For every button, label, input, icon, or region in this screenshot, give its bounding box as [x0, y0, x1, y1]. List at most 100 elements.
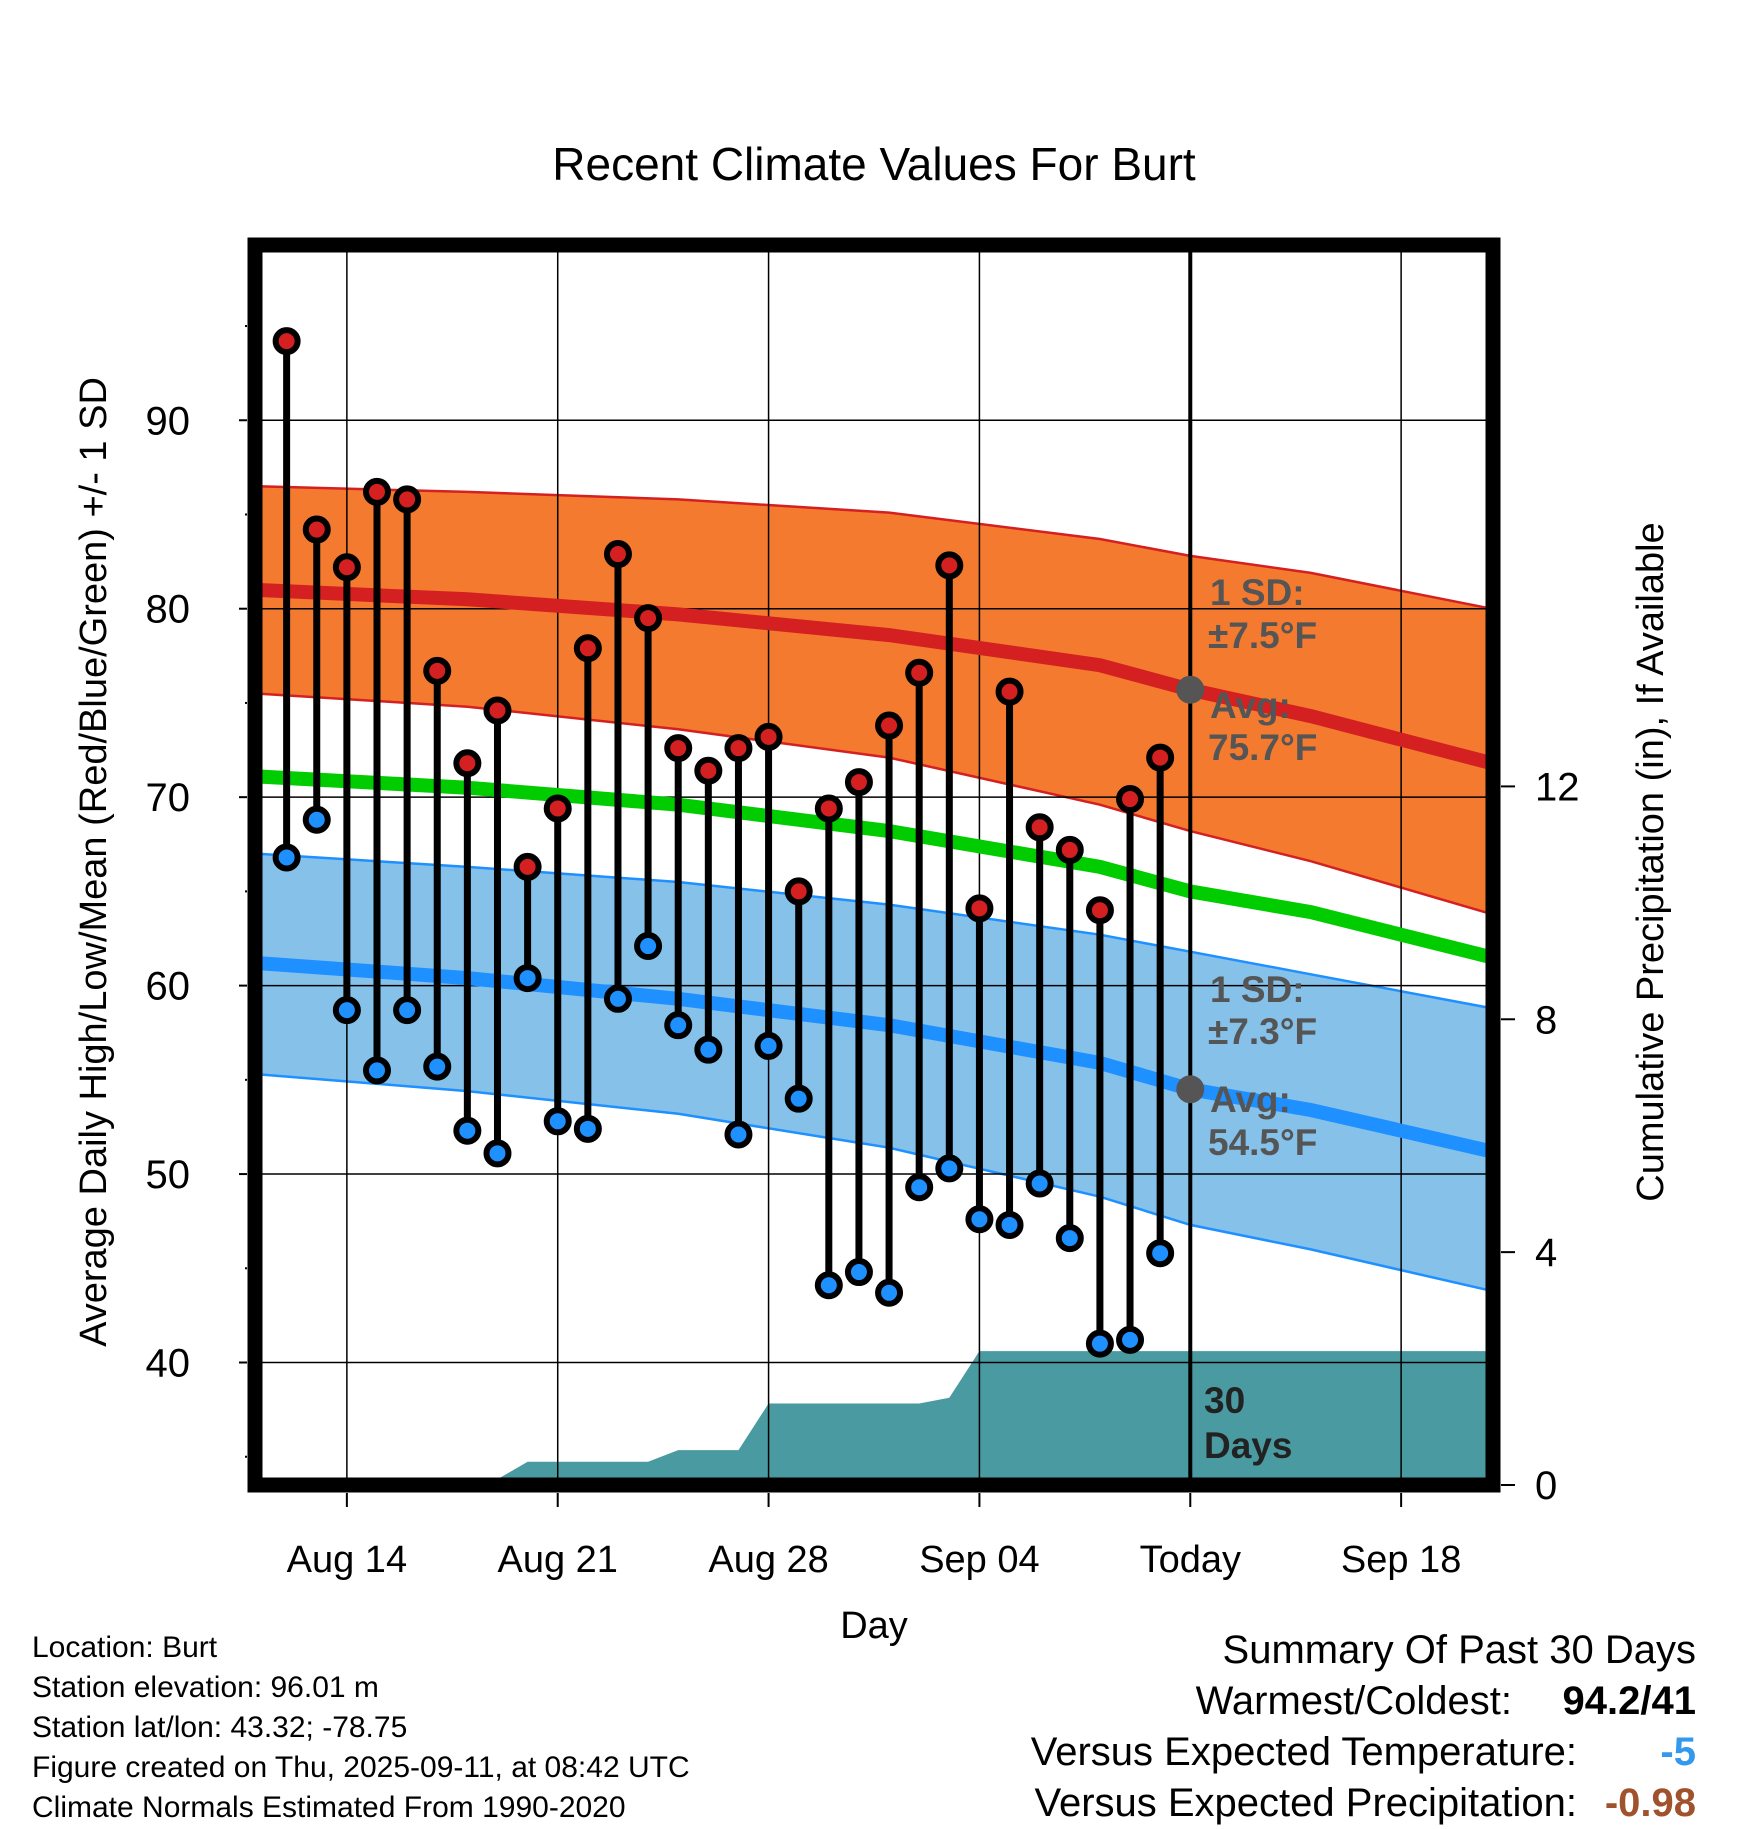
daily-low-point	[995, 1210, 1024, 1239]
y-tick-label: 60	[146, 965, 191, 1009]
low-avg-label: Avg:	[1210, 1079, 1291, 1120]
high-sd-band	[262, 486, 1486, 913]
daily-low-point	[965, 1205, 994, 1234]
y-tick-label: 80	[146, 588, 191, 632]
daily-low-point	[875, 1278, 904, 1307]
low-sd-upper-line	[262, 852, 1486, 1009]
daily-high-point	[573, 634, 602, 663]
daily-high-point	[905, 658, 934, 687]
avg-low-line	[262, 956, 1486, 1158]
daily-low-point	[573, 1114, 602, 1143]
daily-low-point	[1025, 1169, 1054, 1198]
precip-days-count: 30	[1204, 1380, 1245, 1421]
daily-low-point	[634, 932, 663, 961]
high-avg-label: Avg:	[1210, 685, 1291, 726]
low-sd-lower-line	[262, 1073, 1486, 1291]
daily-low-point	[1055, 1224, 1084, 1253]
created-text: Figure created on Thu, 2025-09-11, at 08…	[32, 1751, 690, 1784]
elevation-text: Station elevation: 96.01 m	[32, 1671, 379, 1704]
daily-high-point	[603, 540, 632, 569]
daily-high-point	[393, 485, 422, 514]
daily-high-point	[513, 852, 542, 881]
avg-high-line	[262, 583, 1486, 770]
y-tick-label: 50	[146, 1153, 191, 1197]
warmest-coldest-value: 94.2/41	[1562, 1679, 1696, 1723]
summary-panel: Summary Of Past 30 Days Warmest/Coldest:…	[1031, 1625, 1696, 1829]
daily-high-point	[935, 551, 964, 580]
daily-low-point	[513, 964, 542, 993]
precipitation-area	[499, 1351, 1486, 1478]
temp-value: -5	[1660, 1730, 1696, 1774]
daily-high-point	[543, 794, 572, 823]
precip-days-label: Days	[1204, 1425, 1292, 1466]
daily-high-point	[1055, 835, 1084, 864]
daily-low-point	[664, 1011, 693, 1040]
warmest-coldest-label: Warmest/Coldest:	[1195, 1679, 1512, 1723]
x-tick-label: Aug 21	[497, 1539, 617, 1581]
daily-low-point	[603, 984, 632, 1013]
daily-low-point	[1085, 1329, 1114, 1358]
y2-tick-label: 8	[1535, 998, 1557, 1042]
daily-low-point	[754, 1031, 783, 1060]
avg-low-marker	[1176, 1075, 1205, 1104]
low-avg-value: 54.5°F	[1208, 1122, 1317, 1163]
y-tick-label: 70	[146, 776, 191, 820]
daily-high-point	[664, 734, 693, 763]
daily-high-point	[1116, 785, 1145, 814]
daily-low-point	[453, 1116, 482, 1145]
daily-high-point	[1025, 813, 1054, 842]
x-axis-label: Day	[840, 1605, 908, 1647]
daily-high-point	[272, 327, 301, 356]
daily-low-point	[814, 1271, 843, 1300]
daily-low-point	[1116, 1325, 1145, 1354]
daily-low-point	[1146, 1239, 1175, 1268]
daily-high-point	[1146, 743, 1175, 772]
daily-low-point	[362, 1056, 391, 1085]
y-tick-label: 40	[146, 1342, 191, 1386]
high-sd-label: 1 SD:	[1210, 572, 1305, 613]
y2-axis-label: Cumulative Precipitation (in), If Availa…	[1630, 522, 1672, 1201]
daily-low-point	[724, 1120, 753, 1149]
daily-low-point	[905, 1173, 934, 1202]
temp-label: Versus Expected Temperature:	[1030, 1730, 1577, 1774]
location-text: Location: Burt	[32, 1631, 218, 1664]
precip-value: -0.98	[1604, 1781, 1696, 1825]
daily-high-point	[724, 734, 753, 763]
high-sd-upper-line	[262, 485, 1486, 609]
axes: 40 50 60 70 80 90 0 4 8 12 Aug 14 Aug 21 Aug 28 Sep 0…	[146, 237, 1580, 1581]
chart-annotations: 1 SD: ±7.5°F Avg: 75.7°F 1 SD: ±7.3°F Av…	[1204, 572, 1317, 1466]
y-tick-label: 90	[146, 399, 191, 443]
x-tick-label: Today	[1140, 1539, 1241, 1581]
plot-frame	[247, 237, 1501, 1493]
x-tick-label: Sep 04	[919, 1539, 1039, 1581]
daily-high-point	[423, 656, 452, 685]
daily-high-point	[332, 553, 361, 582]
y-axis-label: Average Daily High/Low/Mean (Red/Blue/Gr…	[73, 377, 115, 1347]
daily-low-point	[935, 1154, 964, 1183]
latlon-text: Station lat/lon: 43.32; -78.75	[32, 1711, 408, 1744]
y2-tick-label: 12	[1535, 765, 1580, 809]
summary-precipitation: Versus Expected Precipitation: -0.98	[1031, 1778, 1696, 1829]
x-tick-label: Sep 18	[1341, 1539, 1461, 1581]
low-sd-band	[262, 854, 1486, 1290]
daily-high-point	[965, 894, 994, 923]
low-sd-label: 1 SD:	[1210, 969, 1305, 1010]
low-sd-value: ±7.3°F	[1208, 1011, 1317, 1052]
daily-high-point	[483, 696, 512, 725]
y2-tick-label: 0	[1535, 1464, 1557, 1508]
avg-high-marker	[1176, 675, 1205, 704]
daily-high-point	[634, 604, 663, 633]
daily-low-point	[423, 1052, 452, 1081]
daily-high-point	[1085, 896, 1114, 925]
daily-high-point	[694, 756, 723, 785]
daily-low-point	[543, 1107, 572, 1136]
daily-low-point	[784, 1084, 813, 1113]
daily-low-point	[844, 1258, 873, 1287]
daily-low-point	[332, 996, 361, 1025]
precip-label: Versus Expected Precipitation:	[1034, 1781, 1577, 1825]
daily-low-point	[302, 805, 331, 834]
avg-mean-line	[262, 769, 1486, 964]
station-info: Location: Burt Station elevation: 96.01 …	[32, 1628, 690, 1828]
daily-low-point	[694, 1035, 723, 1064]
